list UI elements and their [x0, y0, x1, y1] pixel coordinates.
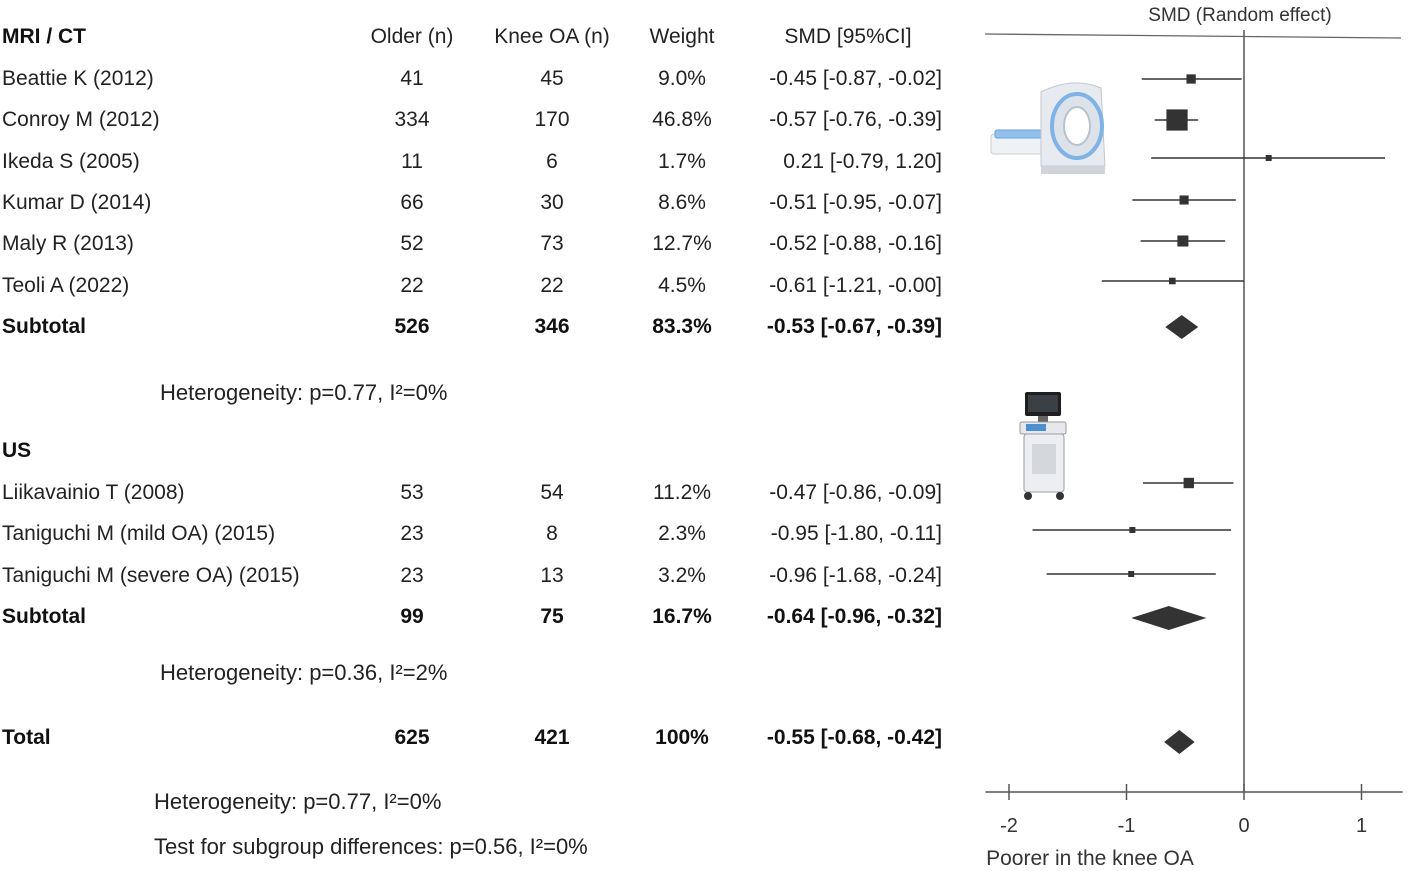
weight: 3.2%: [658, 564, 706, 587]
study-point: [1183, 477, 1194, 489]
ultrasound-machine-icon: [1019, 392, 1067, 500]
smd-ci: -0.51 [-0.95, -0.07]: [769, 191, 942, 214]
x-tick-label: -2: [1000, 815, 1018, 837]
older-n: 526: [394, 315, 430, 338]
smd-ci: -0.61 [-1.21, -0.00]: [769, 274, 942, 297]
x-axis-label: Poorer in the knee OA: [986, 847, 1194, 870]
col-header-knee-oa: Knee OA (n): [494, 25, 610, 48]
knee-oa-n: 54: [540, 481, 564, 504]
study-name: Taniguchi M (mild OA) (2015): [2, 522, 276, 545]
study-name: Taniguchi M (severe OA) (2015): [2, 564, 300, 587]
study-point: [1129, 527, 1136, 533]
weight: 8.6%: [658, 191, 706, 214]
mri-scanner-icon: [990, 82, 1106, 174]
study-name: Ikeda S (2005): [2, 150, 140, 173]
subgroup-test: Test for subgroup differences: p=0.56, I…: [154, 834, 588, 859]
smd-ci: -0.47 [-0.86, -0.09]: [769, 481, 942, 504]
summary-diamond: [1165, 315, 1199, 339]
study-name: Beattie K (2012): [2, 67, 154, 90]
older-n: 53: [400, 481, 424, 504]
study-point: [1177, 235, 1189, 247]
weight: 2.3%: [658, 522, 706, 545]
older-n: 11: [401, 150, 423, 173]
weight: 12.7%: [652, 232, 712, 255]
col-header-weight: Weight: [649, 25, 715, 48]
weight: 83.3%: [652, 315, 712, 338]
total-label: Total: [2, 726, 51, 749]
plot-title: SMD (Random effect): [1148, 5, 1331, 26]
weight: 1.7%: [658, 150, 706, 173]
weight: 11.2%: [653, 481, 711, 504]
col-header-older: Older (n): [370, 25, 454, 48]
study-point: [1265, 155, 1272, 161]
smd-ci: -0.55 [-0.68, -0.42]: [766, 726, 942, 749]
forest-plot: SMD (Random effect) -2 -1 0 1 Poorer in the…: [984, 5, 1403, 870]
knee-oa-n: 30: [540, 191, 564, 214]
study-point: [1128, 571, 1135, 577]
smd-ci: 0.21 [-0.79, 1.20]: [783, 150, 942, 173]
older-n: 22: [400, 274, 424, 297]
x-tick-label: 1: [1356, 815, 1367, 837]
x-tick-label: -1: [1118, 815, 1136, 837]
heterogeneity-us: Heterogeneity: p=0.36, I²=2%: [160, 660, 448, 685]
knee-oa-n: 346: [534, 315, 570, 338]
older-n: 66: [400, 191, 424, 214]
study-point: [1166, 109, 1188, 131]
older-n: 23: [400, 522, 424, 545]
study-name: Liikavainio T (2008): [2, 481, 185, 504]
study-point: [1179, 195, 1189, 205]
group-header-mri-ct: MRI / CT: [2, 25, 86, 48]
group-header-us: US: [2, 439, 32, 462]
older-n: 41: [400, 67, 424, 90]
summary-diamond: [1131, 606, 1207, 630]
study-point: [1186, 74, 1196, 84]
knee-oa-n: 421: [534, 726, 570, 749]
smd-ci: -0.64 [-0.96, -0.32]: [766, 605, 942, 628]
knee-oa-n: 45: [540, 67, 564, 90]
weight: 16.7%: [652, 605, 712, 628]
knee-oa-n: 170: [534, 108, 570, 131]
x-ticks: -2 -1 0 1: [1000, 784, 1367, 837]
older-n: 334: [394, 108, 430, 131]
plot-marks: [1032, 74, 1385, 754]
summary-diamond: [1164, 730, 1195, 754]
heterogeneity-mri-ct: Heterogeneity: p=0.77, I²=0%: [160, 380, 448, 405]
smd-ci: -0.95 [-1.80, -0.11]: [770, 522, 942, 545]
weight: 9.0%: [658, 67, 706, 90]
study-point: [1169, 277, 1176, 285]
knee-oa-n: 13: [540, 564, 564, 587]
header-rule: [984, 33, 1402, 39]
x-tick-label: 0: [1238, 815, 1249, 837]
knee-oa-n: 6: [546, 150, 558, 173]
smd-ci: -0.57 [-0.76, -0.39]: [769, 108, 942, 131]
study-name: Teoli A (2022): [2, 274, 130, 297]
knee-oa-n: 73: [540, 232, 564, 255]
study-name: Conroy M (2012): [2, 108, 160, 131]
heterogeneity-total: Heterogeneity: p=0.77, I²=0%: [154, 789, 442, 814]
older-n: 23: [400, 564, 424, 587]
smd-ci: -0.96 [-1.68, -0.24]: [769, 564, 942, 587]
older-n: 99: [400, 605, 424, 628]
col-header-smd: SMD [95%CI]: [784, 25, 912, 48]
subtotal-label: Subtotal: [2, 315, 86, 338]
smd-ci: -0.53 [-0.67, -0.39]: [766, 315, 942, 338]
weight: 4.5%: [658, 274, 706, 297]
older-n: 625: [394, 726, 430, 749]
knee-oa-n: 75: [540, 605, 564, 628]
weight: 46.8%: [652, 108, 712, 131]
knee-oa-n: 22: [540, 274, 564, 297]
older-n: 52: [400, 232, 424, 255]
study-name: Maly R (2013): [2, 232, 134, 255]
subtotal-label: Subtotal: [2, 605, 86, 628]
smd-ci: -0.45 [-0.87, -0.02]: [769, 67, 942, 90]
knee-oa-n: 8: [546, 522, 558, 545]
smd-ci: -0.52 [-0.88, -0.16]: [769, 232, 942, 255]
weight: 100%: [655, 726, 709, 749]
forest-table: MRI / CT Older (n) Knee OA (n) Weight SM…: [2, 25, 942, 859]
study-name: Kumar D (2014): [2, 191, 152, 214]
